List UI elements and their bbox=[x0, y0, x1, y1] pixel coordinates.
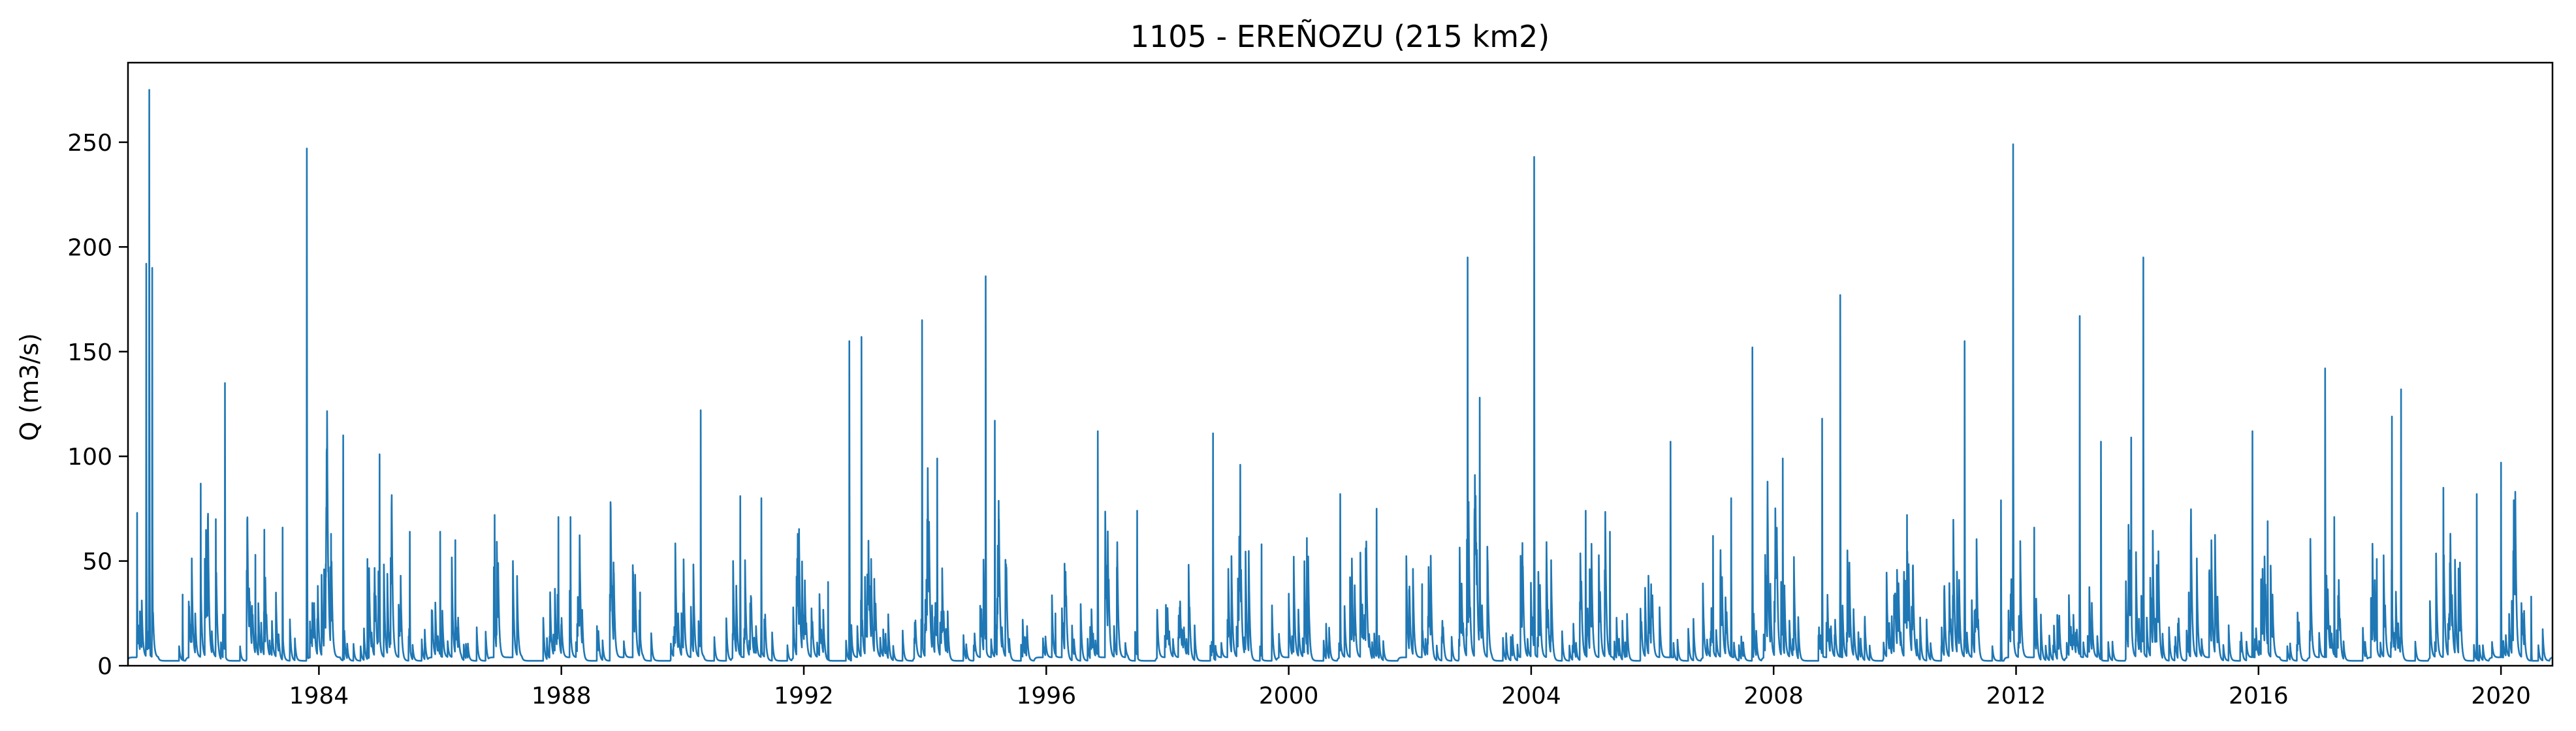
x-tick-label: 2000 bbox=[1259, 683, 1319, 709]
chart-title: 1105 - EREÑOZU (215 km2) bbox=[1130, 19, 1550, 54]
x-tick-label: 1992 bbox=[774, 683, 834, 709]
y-axis: 0 50 100 150 200 250 bbox=[67, 130, 128, 680]
y-tick-label: 200 bbox=[67, 234, 112, 261]
x-tick-label: 2016 bbox=[2229, 683, 2289, 709]
plot-area: 0 50 100 150 200 250 1984 1988 1992 1996 2000 2004… bbox=[67, 61, 2554, 709]
series-layer bbox=[127, 89, 2553, 662]
x-tick-label: 2020 bbox=[2471, 683, 2531, 709]
x-tick-label: 2012 bbox=[1986, 683, 2046, 709]
y-tick-label: 250 bbox=[67, 130, 112, 157]
y-axis-title: Q (m3/s) bbox=[15, 333, 44, 441]
discharge-series-line bbox=[127, 89, 2553, 662]
y-tick-label: 50 bbox=[82, 549, 112, 576]
x-tick-label: 2004 bbox=[1501, 683, 1561, 709]
y-tick-label: 100 bbox=[67, 444, 112, 471]
x-tick-label: 1988 bbox=[532, 683, 592, 709]
y-tick-label: 150 bbox=[67, 339, 112, 366]
y-tick-label: 0 bbox=[97, 653, 112, 680]
plot-frame bbox=[127, 61, 2554, 667]
x-axis: 1984 1988 1992 1996 2000 2004 2008 2012 2016 2020 bbox=[289, 666, 2531, 709]
x-tick-label: 2008 bbox=[1743, 683, 1804, 709]
x-tick-label: 1996 bbox=[1016, 683, 1076, 709]
x-tick-label: 1984 bbox=[289, 683, 349, 709]
